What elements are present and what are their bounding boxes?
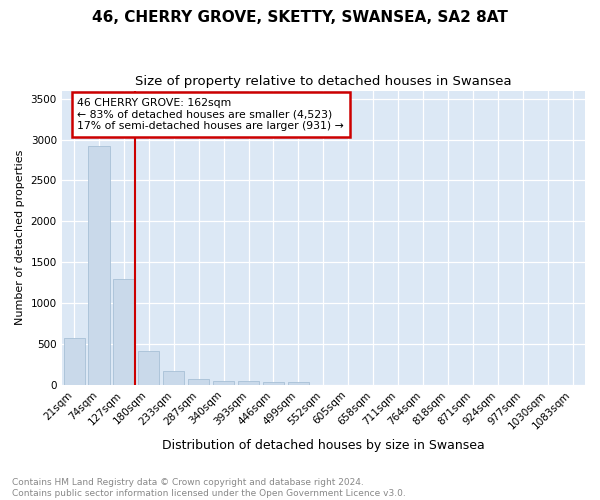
Text: 46, CHERRY GROVE, SKETTY, SWANSEA, SA2 8AT: 46, CHERRY GROVE, SKETTY, SWANSEA, SA2 8… [92,10,508,25]
Title: Size of property relative to detached houses in Swansea: Size of property relative to detached ho… [135,75,512,88]
X-axis label: Distribution of detached houses by size in Swansea: Distribution of detached houses by size … [162,440,485,452]
Bar [288,382,309,385]
Bar [263,382,284,385]
Bar [113,278,134,385]
Bar [163,371,184,385]
Bar [64,338,85,385]
Bar [88,146,110,385]
Y-axis label: Number of detached properties: Number of detached properties [15,150,25,326]
Bar [213,381,234,385]
Text: Contains HM Land Registry data © Crown copyright and database right 2024.
Contai: Contains HM Land Registry data © Crown c… [12,478,406,498]
Bar [238,381,259,385]
Text: 46 CHERRY GROVE: 162sqm
← 83% of detached houses are smaller (4,523)
17% of semi: 46 CHERRY GROVE: 162sqm ← 83% of detache… [77,98,344,131]
Bar [188,378,209,385]
Bar [138,350,160,385]
